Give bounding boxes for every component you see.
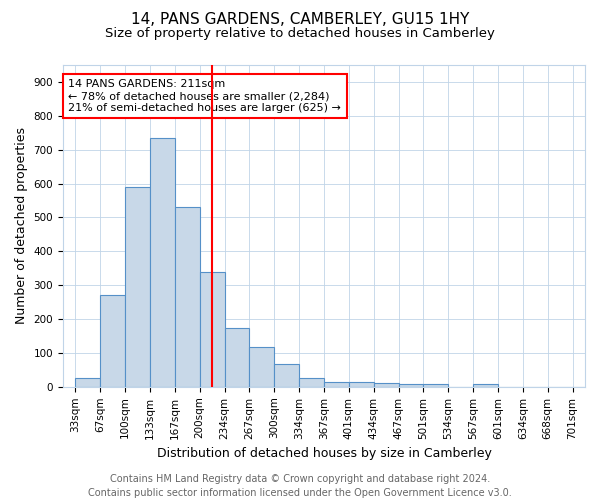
Bar xyxy=(175,208,200,387)
Bar xyxy=(324,382,349,387)
X-axis label: Distribution of detached houses by size in Camberley: Distribution of detached houses by size … xyxy=(157,447,491,460)
Bar xyxy=(473,384,498,387)
Bar xyxy=(224,328,250,387)
Bar xyxy=(125,187,150,387)
Bar xyxy=(250,347,274,387)
Bar xyxy=(299,378,324,387)
Bar xyxy=(274,364,299,387)
Bar xyxy=(100,296,125,387)
Bar xyxy=(150,138,175,387)
Bar xyxy=(200,272,224,387)
Bar xyxy=(398,384,424,387)
Bar xyxy=(349,382,374,387)
Bar xyxy=(424,384,448,387)
Bar xyxy=(374,384,398,387)
Text: Size of property relative to detached houses in Camberley: Size of property relative to detached ho… xyxy=(105,28,495,40)
Text: 14 PANS GARDENS: 211sqm
← 78% of detached houses are smaller (2,284)
21% of semi: 14 PANS GARDENS: 211sqm ← 78% of detache… xyxy=(68,80,341,112)
Text: Contains HM Land Registry data © Crown copyright and database right 2024.
Contai: Contains HM Land Registry data © Crown c… xyxy=(88,474,512,498)
Text: 14, PANS GARDENS, CAMBERLEY, GU15 1HY: 14, PANS GARDENS, CAMBERLEY, GU15 1HY xyxy=(131,12,469,28)
Y-axis label: Number of detached properties: Number of detached properties xyxy=(15,128,28,324)
Bar xyxy=(76,378,100,387)
